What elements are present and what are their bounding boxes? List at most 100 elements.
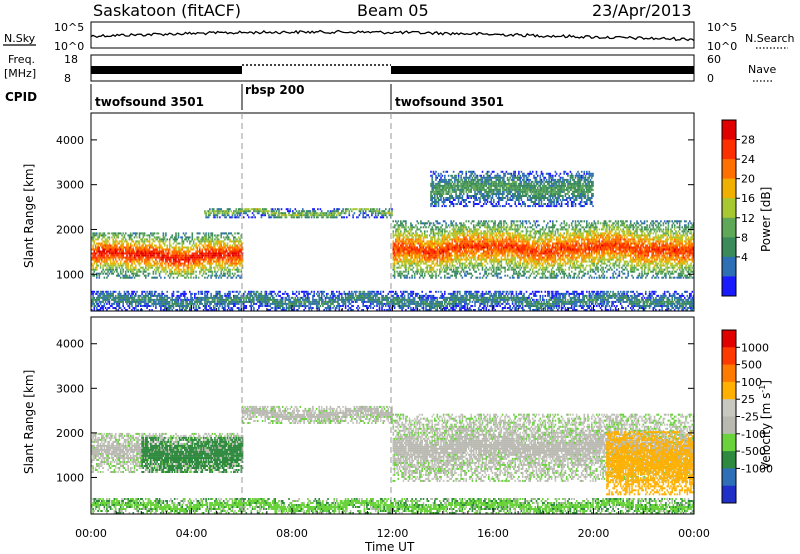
power-cell (450, 254, 452, 257)
power-cell (526, 260, 529, 263)
power-cell (412, 232, 415, 235)
power-cell (341, 212, 343, 215)
power-cell (563, 246, 565, 249)
power-cell (162, 248, 165, 251)
power-cell (500, 252, 503, 255)
power-cell (236, 254, 239, 257)
power-cell (108, 238, 111, 241)
power-cell (491, 234, 494, 237)
power-cell (406, 250, 408, 253)
power-cell (430, 232, 432, 235)
power-cell (273, 210, 275, 213)
power-cell (374, 216, 377, 219)
power-cell (563, 276, 565, 279)
power-cell (236, 256, 239, 259)
power-cell (136, 258, 138, 261)
power-cell (126, 248, 128, 251)
power-cell (195, 262, 197, 265)
power-cell (412, 226, 415, 229)
power-cell (418, 242, 421, 245)
power-cell (270, 208, 273, 211)
power-cell (381, 212, 383, 215)
power-cell (225, 254, 227, 257)
power-cell (553, 274, 555, 277)
power-cell (567, 232, 569, 235)
power-cell (195, 274, 197, 277)
power-cell (523, 274, 525, 277)
power-cell (393, 244, 396, 247)
power-cell (190, 254, 192, 257)
power-cell (206, 238, 209, 241)
power-cell (217, 238, 220, 241)
power-cell (542, 270, 544, 273)
power-cell (441, 224, 444, 227)
power-cell (525, 232, 528, 235)
power-cell (544, 276, 547, 279)
power-cell (499, 252, 501, 255)
power-cell (152, 240, 155, 243)
power-cell (544, 240, 547, 243)
power-cell (562, 226, 564, 229)
power-cell (439, 270, 441, 273)
power-cell (415, 234, 417, 237)
power-cell (180, 254, 182, 257)
power-cell (402, 240, 405, 243)
power-cell (454, 250, 456, 253)
power-cell (376, 216, 378, 219)
power-cell (499, 268, 501, 271)
power-cell (92, 272, 94, 275)
power-cell (504, 238, 506, 241)
power-cell (460, 266, 462, 269)
power-cell (426, 260, 428, 263)
power-cell (395, 252, 397, 255)
power-cell (421, 242, 423, 245)
power-cell (129, 232, 132, 235)
power-cell (434, 270, 436, 273)
power-cell (490, 248, 493, 251)
power-cell (138, 258, 141, 261)
power-cell (436, 220, 439, 223)
power-cell (197, 266, 200, 269)
power-cell (118, 242, 121, 245)
power-cell (563, 236, 565, 239)
power-cell (465, 246, 467, 249)
power-cell (544, 274, 547, 277)
power-cell (178, 254, 181, 257)
power-cell (557, 252, 559, 255)
power-cell (415, 270, 417, 273)
power-cell (240, 208, 243, 211)
power-cell (227, 210, 230, 213)
power-cell (109, 252, 112, 255)
power-cell (196, 248, 199, 251)
power-cell (465, 240, 467, 243)
power-cell (133, 254, 136, 257)
power-cell (268, 214, 270, 217)
power-cell (454, 232, 456, 235)
power-cell (162, 236, 165, 239)
power-cell (104, 258, 107, 261)
power-cell (400, 270, 402, 273)
power-cell (102, 254, 104, 257)
power-cell (516, 276, 519, 279)
power-cell (104, 260, 107, 263)
power-cell (475, 224, 477, 227)
power-cell (484, 230, 486, 233)
power-cell (129, 250, 132, 253)
power-cell (449, 246, 451, 249)
power-cell (226, 244, 229, 247)
power-cell (406, 256, 408, 259)
power-cell (196, 250, 199, 253)
power-cell (416, 258, 418, 261)
power-cell (168, 248, 171, 251)
power-cell (329, 212, 332, 215)
power-cell (202, 236, 205, 239)
power-cell (199, 232, 201, 235)
power-cell (155, 262, 157, 265)
power-cell (411, 244, 413, 247)
power-cell (560, 234, 563, 237)
power-cell (472, 230, 475, 233)
power-cell (529, 236, 531, 239)
power-cell (557, 240, 559, 243)
power-cell (519, 220, 521, 223)
cpid-segment-1: twofsound 3501 (95, 95, 204, 109)
